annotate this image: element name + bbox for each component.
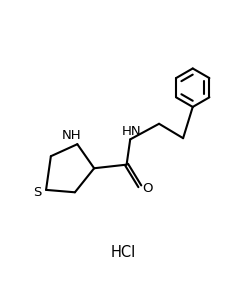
Text: S: S [33, 186, 42, 199]
Text: NH: NH [62, 129, 81, 142]
Text: HCl: HCl [110, 245, 136, 260]
Text: HN: HN [122, 125, 141, 138]
Text: O: O [142, 182, 152, 195]
